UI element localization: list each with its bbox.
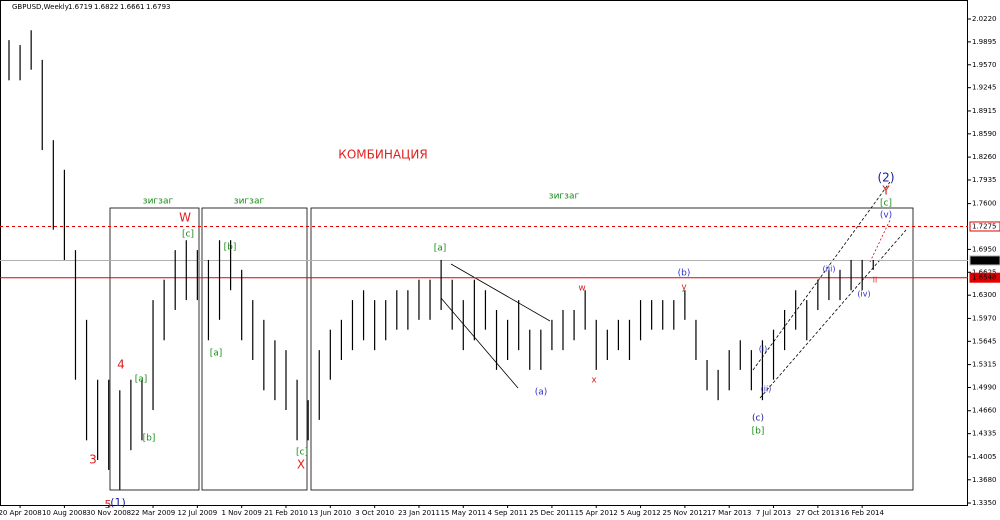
x-tick-label: 7 Jul 2013 xyxy=(756,509,791,517)
wave-label: [a] xyxy=(135,375,148,385)
box xyxy=(310,207,914,491)
trend-line xyxy=(450,263,551,322)
symbol: GBPUSD,Weekly xyxy=(12,3,69,11)
wave-label: ii xyxy=(873,276,877,285)
wave-label: (c) xyxy=(752,414,764,424)
y-tick-label: 1.4335 xyxy=(972,430,997,438)
wave-label: (v) xyxy=(880,211,892,221)
wave-label: Y xyxy=(881,184,890,198)
wave-label: (iv) xyxy=(857,290,870,299)
y-tick-label: 1.4005 xyxy=(972,453,997,461)
y-tick-label: 1.4990 xyxy=(972,383,997,391)
channel-line xyxy=(759,229,907,399)
x-tick-label: 25 Nov 2012 xyxy=(662,509,707,517)
x-tick-label: 1 Nov 2009 xyxy=(221,509,261,517)
price-label: 1.6548 xyxy=(972,274,997,282)
y-tick-label: 1.7600 xyxy=(972,200,997,208)
x-tick-label: 12 Jul 2009 xyxy=(178,509,218,517)
wave-label: w xyxy=(578,284,585,294)
y-tick-label: 2.0220 xyxy=(972,15,997,23)
wave-label: 5 xyxy=(105,498,112,511)
wave-label: [a] xyxy=(434,244,447,254)
x-tick-label: 13 Jun 2010 xyxy=(309,509,351,517)
y-tick-label: 1.6300 xyxy=(972,291,997,299)
x-tick-label: 17 Mar 2013 xyxy=(707,509,751,517)
wave-label: x xyxy=(591,376,597,386)
x-tick-label: 30 Nov 2008 xyxy=(86,509,131,517)
x-tick-label: 3 Oct 2010 xyxy=(355,509,394,517)
y-tick-label: 1.6625 xyxy=(972,268,997,276)
channel-line xyxy=(752,181,891,371)
wave-label: [a] xyxy=(210,349,223,359)
y-tick-label: 1.5315 xyxy=(972,361,997,369)
y-tick-label: 1.9570 xyxy=(972,61,997,69)
trend-line xyxy=(440,297,519,389)
wave-boxes xyxy=(109,181,914,491)
box xyxy=(109,207,200,491)
y-tick-label: 1.5645 xyxy=(972,337,997,345)
x-tick-label: 4 Sep 2011 xyxy=(488,509,528,517)
x-tick-label: 15 May 2011 xyxy=(440,509,486,517)
quote-open: 1.6719 xyxy=(68,3,93,11)
price-label-box xyxy=(969,272,1000,283)
y-tick-label: 1.9895 xyxy=(972,38,997,46)
wave-label: зигзаг xyxy=(549,192,580,202)
wave-label: (1) xyxy=(110,496,126,509)
x-tick-label: 16 Feb 2014 xyxy=(840,509,884,517)
wave-label: (iii) xyxy=(823,265,836,274)
wave-label: (a) xyxy=(535,388,548,398)
wave-label: [c] xyxy=(182,230,194,240)
quote-low: 1.6661 xyxy=(120,3,145,11)
y-tick-label: 1.5970 xyxy=(972,314,997,322)
x-tick-label: 25 Dec 2011 xyxy=(530,509,575,517)
wave-label: y xyxy=(681,283,687,293)
x-tick-label: 15 Apr 2012 xyxy=(575,509,618,517)
y-tick-label: 1.4660 xyxy=(972,407,997,415)
box xyxy=(201,207,308,491)
wave-label: зигзаг xyxy=(143,197,174,207)
x-tick-label: 5 Aug 2012 xyxy=(620,509,660,517)
wave-label: [b] xyxy=(752,427,765,437)
y-tick-label: 1.7935 xyxy=(972,176,997,184)
quote-close: 1.6793 xyxy=(146,3,171,11)
wave-label: (b) xyxy=(678,269,691,279)
wave-label: 4 xyxy=(117,358,125,372)
y-tick-label: 1.3680 xyxy=(972,476,997,484)
x-tick-label: 27 Oct 2013 xyxy=(796,509,839,517)
wave-label: [c] xyxy=(296,448,308,458)
x-tick-label: 23 Jan 2011 xyxy=(398,509,440,517)
wave-label: [b] xyxy=(224,243,237,253)
wave-label: [b] xyxy=(143,434,156,444)
y-tick-label: 1.8915 xyxy=(972,107,997,115)
wave-label: (2) xyxy=(878,171,895,185)
y-tick-label: 1.9245 xyxy=(972,84,997,92)
wave-label: зигзаг xyxy=(234,197,265,207)
wave-label: КОМБИНАЦИЯ xyxy=(338,148,427,162)
wave-label: 3 xyxy=(89,453,97,467)
price-label-box xyxy=(969,221,1000,232)
wave-label: X xyxy=(297,458,305,472)
wave-label: (i) xyxy=(759,345,767,354)
y-tick-label: 1.6950 xyxy=(972,245,997,253)
plot-frame xyxy=(0,0,968,506)
x-tick-label: 20 Apr 2008 xyxy=(0,509,42,517)
wave-label: W xyxy=(179,211,191,225)
quote-high: 1.6822 xyxy=(94,3,119,11)
x-tick-label: 22 Mar 2009 xyxy=(131,509,175,517)
wave-label: (ii) xyxy=(761,385,772,394)
price-label-box xyxy=(969,255,1000,266)
wave-label: [c] xyxy=(880,199,892,209)
y-tick-label: 1.8590 xyxy=(972,130,997,138)
y-tick-label: 1.3350 xyxy=(972,499,997,507)
price-label: 1.6793 xyxy=(972,256,997,264)
price-label: 1.7275 xyxy=(972,222,997,230)
x-tick-label: 10 Aug 2008 xyxy=(42,509,87,517)
y-tick-label: 1.8260 xyxy=(972,153,997,161)
x-tick-label: 21 Feb 2010 xyxy=(264,509,308,517)
